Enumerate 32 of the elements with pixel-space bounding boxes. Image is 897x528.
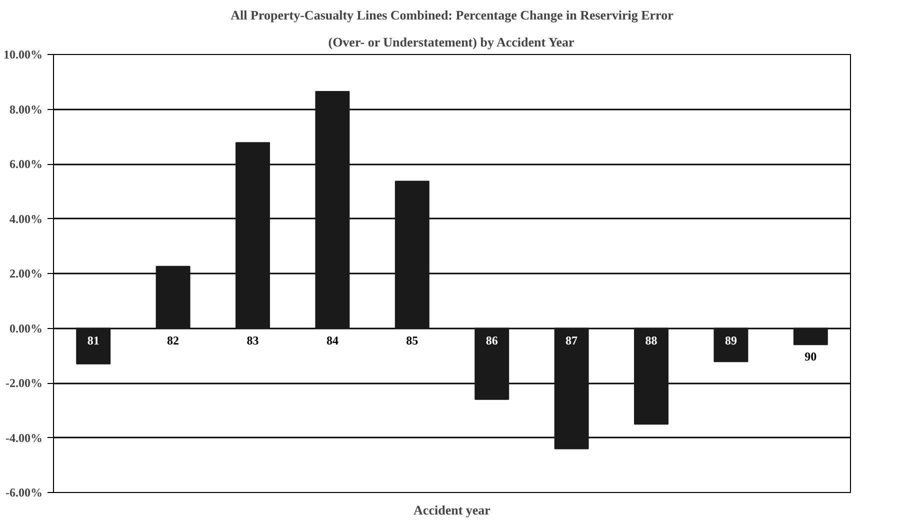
x-tick-label: 89: [724, 333, 737, 348]
y-tick-label: 10.00%: [4, 48, 42, 62]
y-tick-label: -2.00%: [6, 376, 43, 390]
bar: [793, 328, 828, 346]
bar: [315, 90, 350, 329]
x-tick-label: 90: [804, 350, 817, 364]
y-tick-label: 0.00%: [10, 321, 42, 336]
y-tick-label: 2.00%: [10, 266, 42, 280]
y-tick-label: -4.00%: [6, 430, 43, 445]
x-tick-label: 88: [645, 333, 658, 348]
x-tick-label: 84: [326, 333, 338, 348]
chart-subtitle: (Over- or Understatement) by Accident Year: [328, 34, 575, 50]
bar: [634, 328, 668, 425]
bar: [156, 266, 190, 329]
bar: [236, 142, 270, 329]
y-tick-label: 8.00%: [10, 102, 42, 116]
bar: [394, 180, 430, 329]
x-tick-label: 83: [246, 333, 259, 348]
x-axis-title: Accident year: [414, 502, 491, 518]
y-tick-label: 4.00%: [10, 212, 42, 226]
x-tick-label: 82: [167, 333, 180, 348]
bar: [554, 328, 589, 450]
y-tick-label: 6.00%: [10, 157, 42, 171]
bar: [474, 328, 510, 400]
chart-title: All Property-Casualty Lines Combined: Percentage Change in Reservirig Error: [230, 8, 674, 22]
x-tick-label: 81: [87, 333, 100, 348]
y-tick-label: -6.00%: [6, 486, 43, 500]
x-tick-label: 85: [406, 333, 418, 348]
x-tick-label: 86: [486, 333, 498, 348]
bar: [714, 328, 748, 362]
bar: [76, 328, 111, 364]
x-tick-label: 87: [566, 333, 578, 348]
